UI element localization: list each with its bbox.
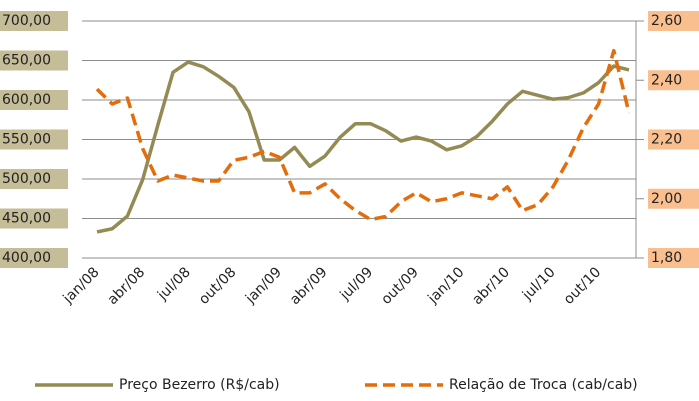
y-tick-label: 550,00 (2, 132, 51, 148)
tick-label-bg (0, 11, 68, 31)
y-tick-label: 700,00 (2, 13, 51, 29)
x-tick-label: jan/08 (60, 264, 103, 307)
legend-label: Relação de Troca (cab/cab) (449, 377, 638, 393)
legend-item: Preço Bezerro (R$/cab) (35, 377, 280, 393)
y-tick-label: 400,00 (2, 250, 51, 266)
y-tick-label: 500,00 (2, 171, 51, 187)
tick-label-bg (0, 90, 68, 110)
tick-label-bg (648, 11, 699, 31)
x-tick-label: jan/10 (424, 264, 467, 307)
x-tick-label: jul/09 (337, 264, 377, 304)
x-tick-label: jul/08 (154, 264, 194, 304)
tick-label-bg (0, 169, 68, 189)
y2-tick-label: 2,20 (651, 132, 682, 148)
tick-label-bg (648, 70, 699, 91)
x-tick-label: abr/08 (105, 264, 149, 308)
x-tick-label: jan/09 (242, 264, 285, 307)
y-tick-label: 600,00 (2, 92, 51, 108)
y2-tick-label: 2,00 (651, 191, 682, 207)
y-tick-label: 450,00 (2, 211, 51, 227)
legend-label: Preço Bezerro (R$/cab) (119, 377, 280, 393)
series-line (96, 60, 630, 234)
tick-label-bg (648, 188, 699, 209)
tick-label-bg (0, 208, 68, 229)
y2-tick-label: 1,80 (651, 250, 682, 266)
legend-item: Relação de Troca (cab/cab) (365, 377, 638, 393)
series-line (95, 48, 631, 222)
y2-tick-label: 2,60 (651, 13, 682, 29)
x-tick-label: jul/10 (519, 264, 559, 304)
x-tick-label: out/08 (196, 264, 239, 307)
x-tick-label: out/09 (378, 264, 421, 307)
y2-tick-label: 2,40 (651, 72, 682, 88)
tick-label-bg (0, 50, 68, 71)
x-tick-label: out/10 (561, 264, 604, 307)
tick-label-bg (0, 248, 68, 268)
x-tick-label: abr/10 (469, 264, 513, 308)
y-tick-label: 650,00 (2, 53, 51, 69)
tick-label-bg (648, 248, 699, 268)
x-tick-label: abr/09 (287, 264, 331, 308)
tick-label-bg (648, 129, 699, 150)
tick-label-bg (0, 129, 68, 150)
